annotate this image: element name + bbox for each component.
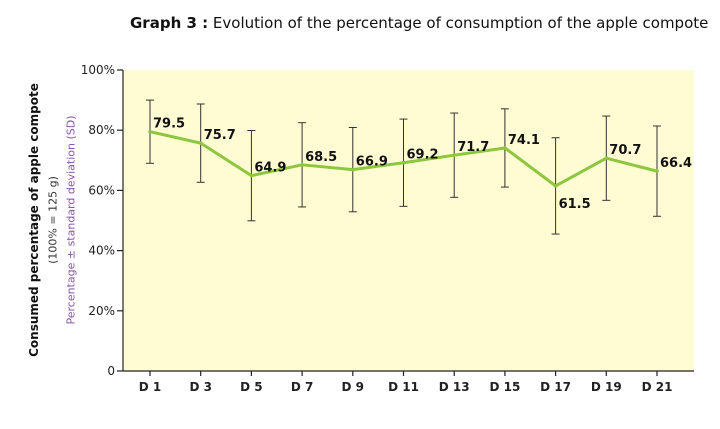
data-label: 66.9 [356, 155, 388, 170]
data-point [604, 156, 609, 160]
x-tick-label: D 5 [240, 380, 263, 394]
x-tick-label: D 7 [291, 380, 314, 394]
y-tick-label: 0 [107, 364, 115, 378]
x-tick-label: D 15 [489, 380, 520, 394]
data-point [452, 153, 457, 157]
data-point [351, 167, 355, 172]
data-label: 61.5 [559, 197, 591, 212]
data-label: 74.1 [508, 133, 540, 148]
data-label: 66.4 [660, 156, 692, 171]
data-point [148, 129, 152, 134]
y-tick-label: 40% [88, 244, 115, 258]
data-point [300, 163, 304, 167]
data-point [401, 160, 406, 165]
data-label: 69.2 [407, 148, 439, 163]
x-tick-label: D 21 [642, 380, 673, 394]
chart-title-prefix: Graph 3 : [130, 14, 209, 32]
chart-title: Graph 3 : Evolution of the percentage of… [130, 14, 708, 32]
x-tick-label: D 3 [189, 380, 212, 394]
data-point [655, 169, 659, 173]
data-label: 64.9 [254, 161, 286, 176]
data-label: 71.7 [457, 140, 489, 155]
x-tick-label: D 19 [591, 380, 622, 394]
y-axis-note: Percentage ± standard deviation (SD) [64, 115, 78, 325]
data-label: 70.7 [609, 143, 641, 158]
data-label: 68.5 [305, 150, 337, 165]
y-tick-label: 100% [81, 63, 115, 77]
y-tick-label: 80% [88, 123, 115, 137]
plot-background [123, 70, 694, 371]
data-label: 75.7 [204, 128, 236, 143]
x-tick-label: D 17 [540, 380, 571, 394]
x-tick-label: D 11 [388, 380, 419, 394]
data-point [198, 141, 203, 145]
y-tick-label: 20% [88, 304, 115, 318]
data-point [249, 173, 254, 178]
x-tick-label: D 9 [342, 380, 365, 394]
y-tick-label: 60% [88, 183, 115, 197]
data-point [503, 146, 507, 150]
y-axis-label: Consumed percentage of apple compote [27, 83, 41, 357]
y-axis-sublabel: (100% = 125 g) [46, 176, 60, 264]
data-label: 79.5 [153, 117, 185, 132]
data-point [553, 184, 558, 188]
x-tick-label: D 13 [439, 380, 470, 394]
x-tick-label: D 1 [139, 380, 162, 394]
chart-title-text: Evolution of the percentage of consumpti… [212, 14, 709, 32]
